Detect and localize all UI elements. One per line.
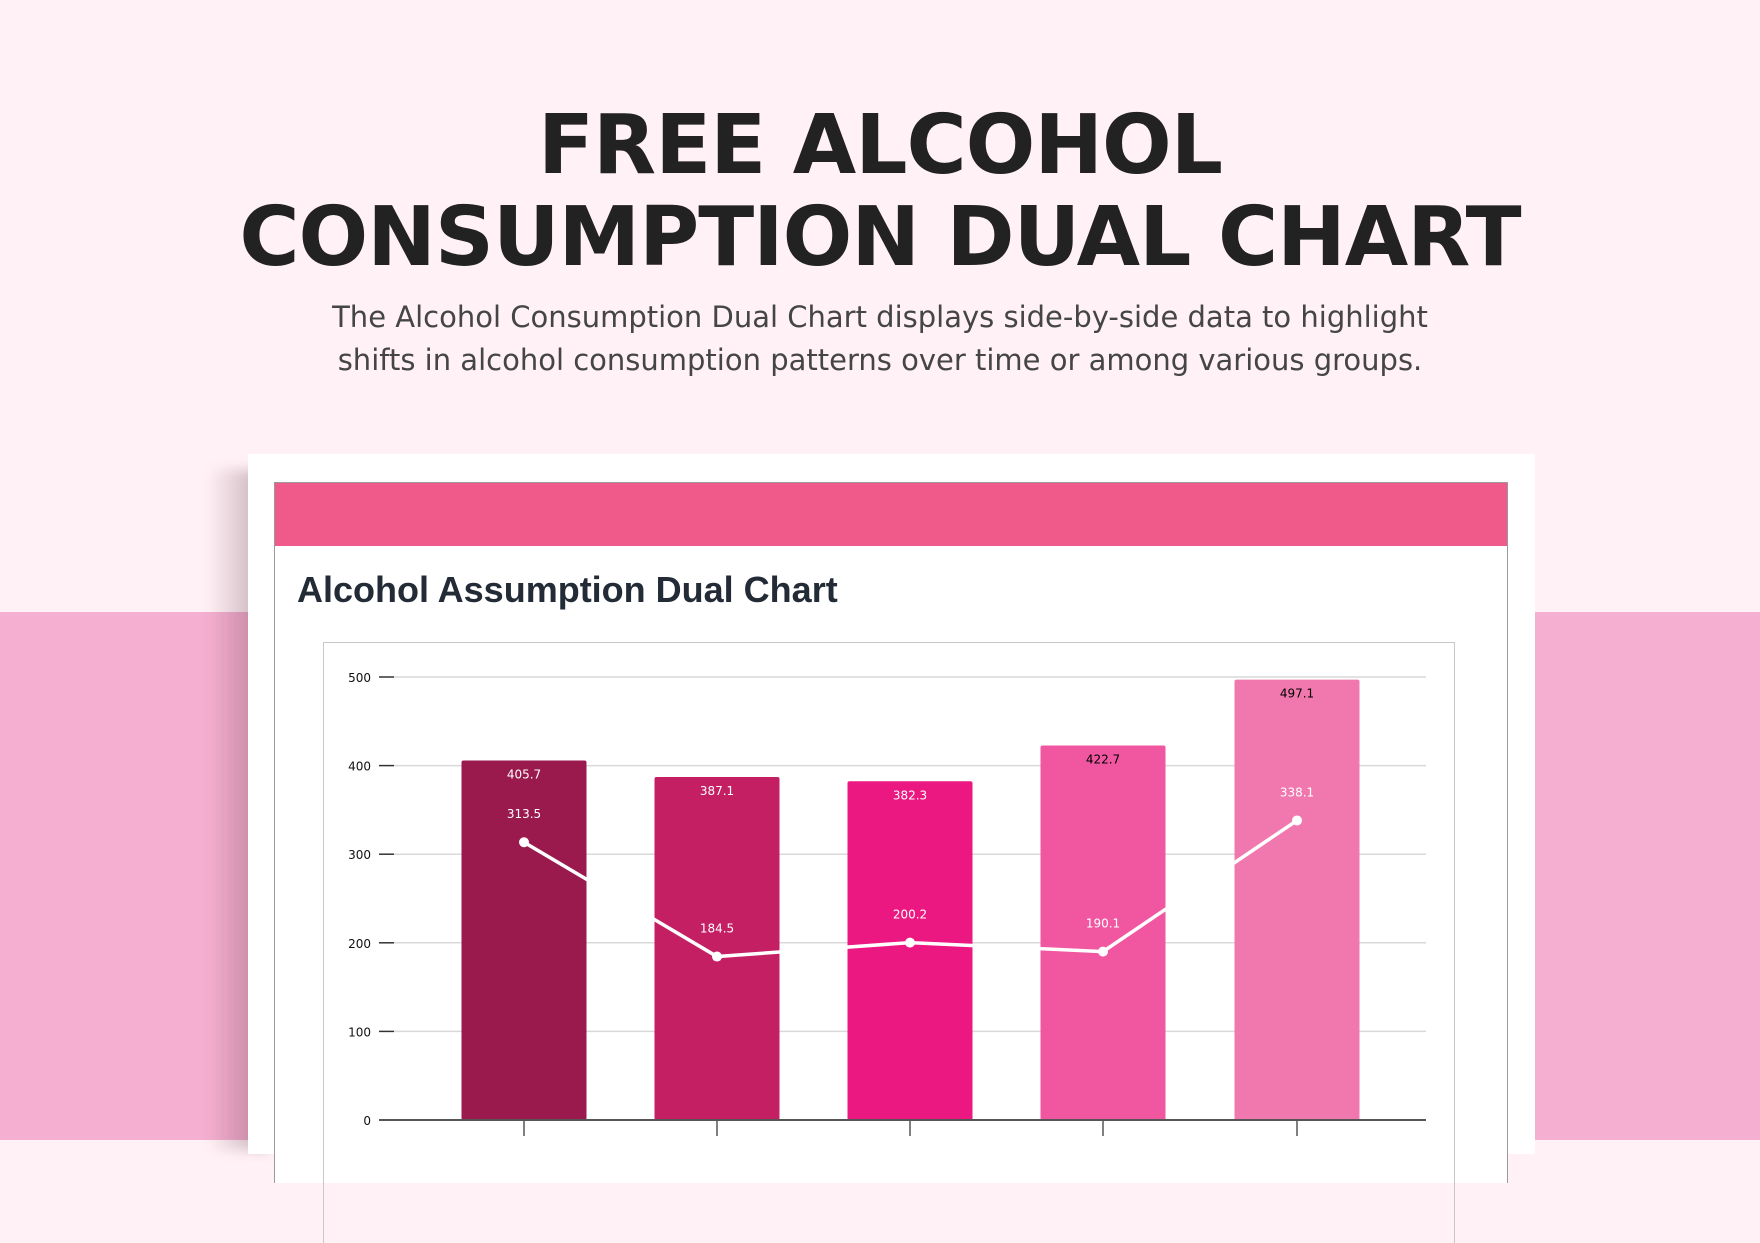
bar-value-label: 405.7 [507, 768, 541, 782]
line-value-label: 200.2 [893, 908, 927, 922]
y-tick-label: 0 [363, 1114, 371, 1128]
dual-chart: 0 100 200 300 400 500 405.7 387.1 382.3 422.7 497… [348, 671, 1426, 1136]
bar-value-label: 422.7 [1086, 752, 1120, 766]
y-tick-label: 400 [348, 760, 371, 774]
page-subtitle: The Alcohol Consumption Dual Chart displ… [0, 296, 1760, 382]
line-series [519, 815, 1302, 962]
line-point [519, 837, 529, 848]
bar [1234, 679, 1360, 1120]
page-title-line-2: CONSUMPTION DUAL CHART [239, 190, 1521, 285]
panel-header-band [275, 483, 1507, 546]
bar [1040, 745, 1166, 1120]
bar-value-label: 387.1 [700, 784, 734, 798]
line-point [1098, 946, 1108, 957]
bar [847, 781, 973, 1120]
bar [654, 777, 780, 1120]
bar-series [461, 679, 1360, 1120]
line-value-label: 184.5 [700, 922, 734, 936]
bar [461, 760, 587, 1120]
line-point [712, 951, 722, 962]
bar-value-label: 497.1 [1280, 687, 1314, 701]
line-point [905, 937, 915, 948]
bar-value-label: 382.3 [893, 788, 927, 802]
line-value-label: 190.1 [1086, 917, 1120, 931]
y-tick-label: 300 [348, 848, 371, 862]
line-value-label: 338.1 [1280, 785, 1314, 799]
page-subtitle-line-1: The Alcohol Consumption Dual Chart displ… [332, 300, 1428, 334]
y-axis: 0 100 200 300 400 500 [348, 671, 394, 1128]
chart-title: Alcohol Assumption Dual Chart [297, 569, 838, 610]
line-value-label: 313.5 [507, 807, 541, 821]
y-tick-label: 100 [348, 1025, 371, 1039]
page-title-line-1: FREE ALCOHOL [538, 98, 1223, 193]
plot-area-frame [323, 642, 1455, 1243]
x-axis [379, 1119, 1426, 1136]
line-point [1292, 815, 1302, 826]
page-subtitle-line-2: shifts in alcohol consumption patterns o… [337, 343, 1423, 377]
data-labels: 405.7 387.1 382.3 422.7 497.1 313.5 184.5 200.2… [507, 687, 1314, 936]
y-tick-label: 500 [348, 671, 371, 685]
y-tick-label: 200 [348, 937, 371, 951]
page-title: FREE ALCOHOL CONSUMPTION DUAL CHART [0, 100, 1760, 284]
